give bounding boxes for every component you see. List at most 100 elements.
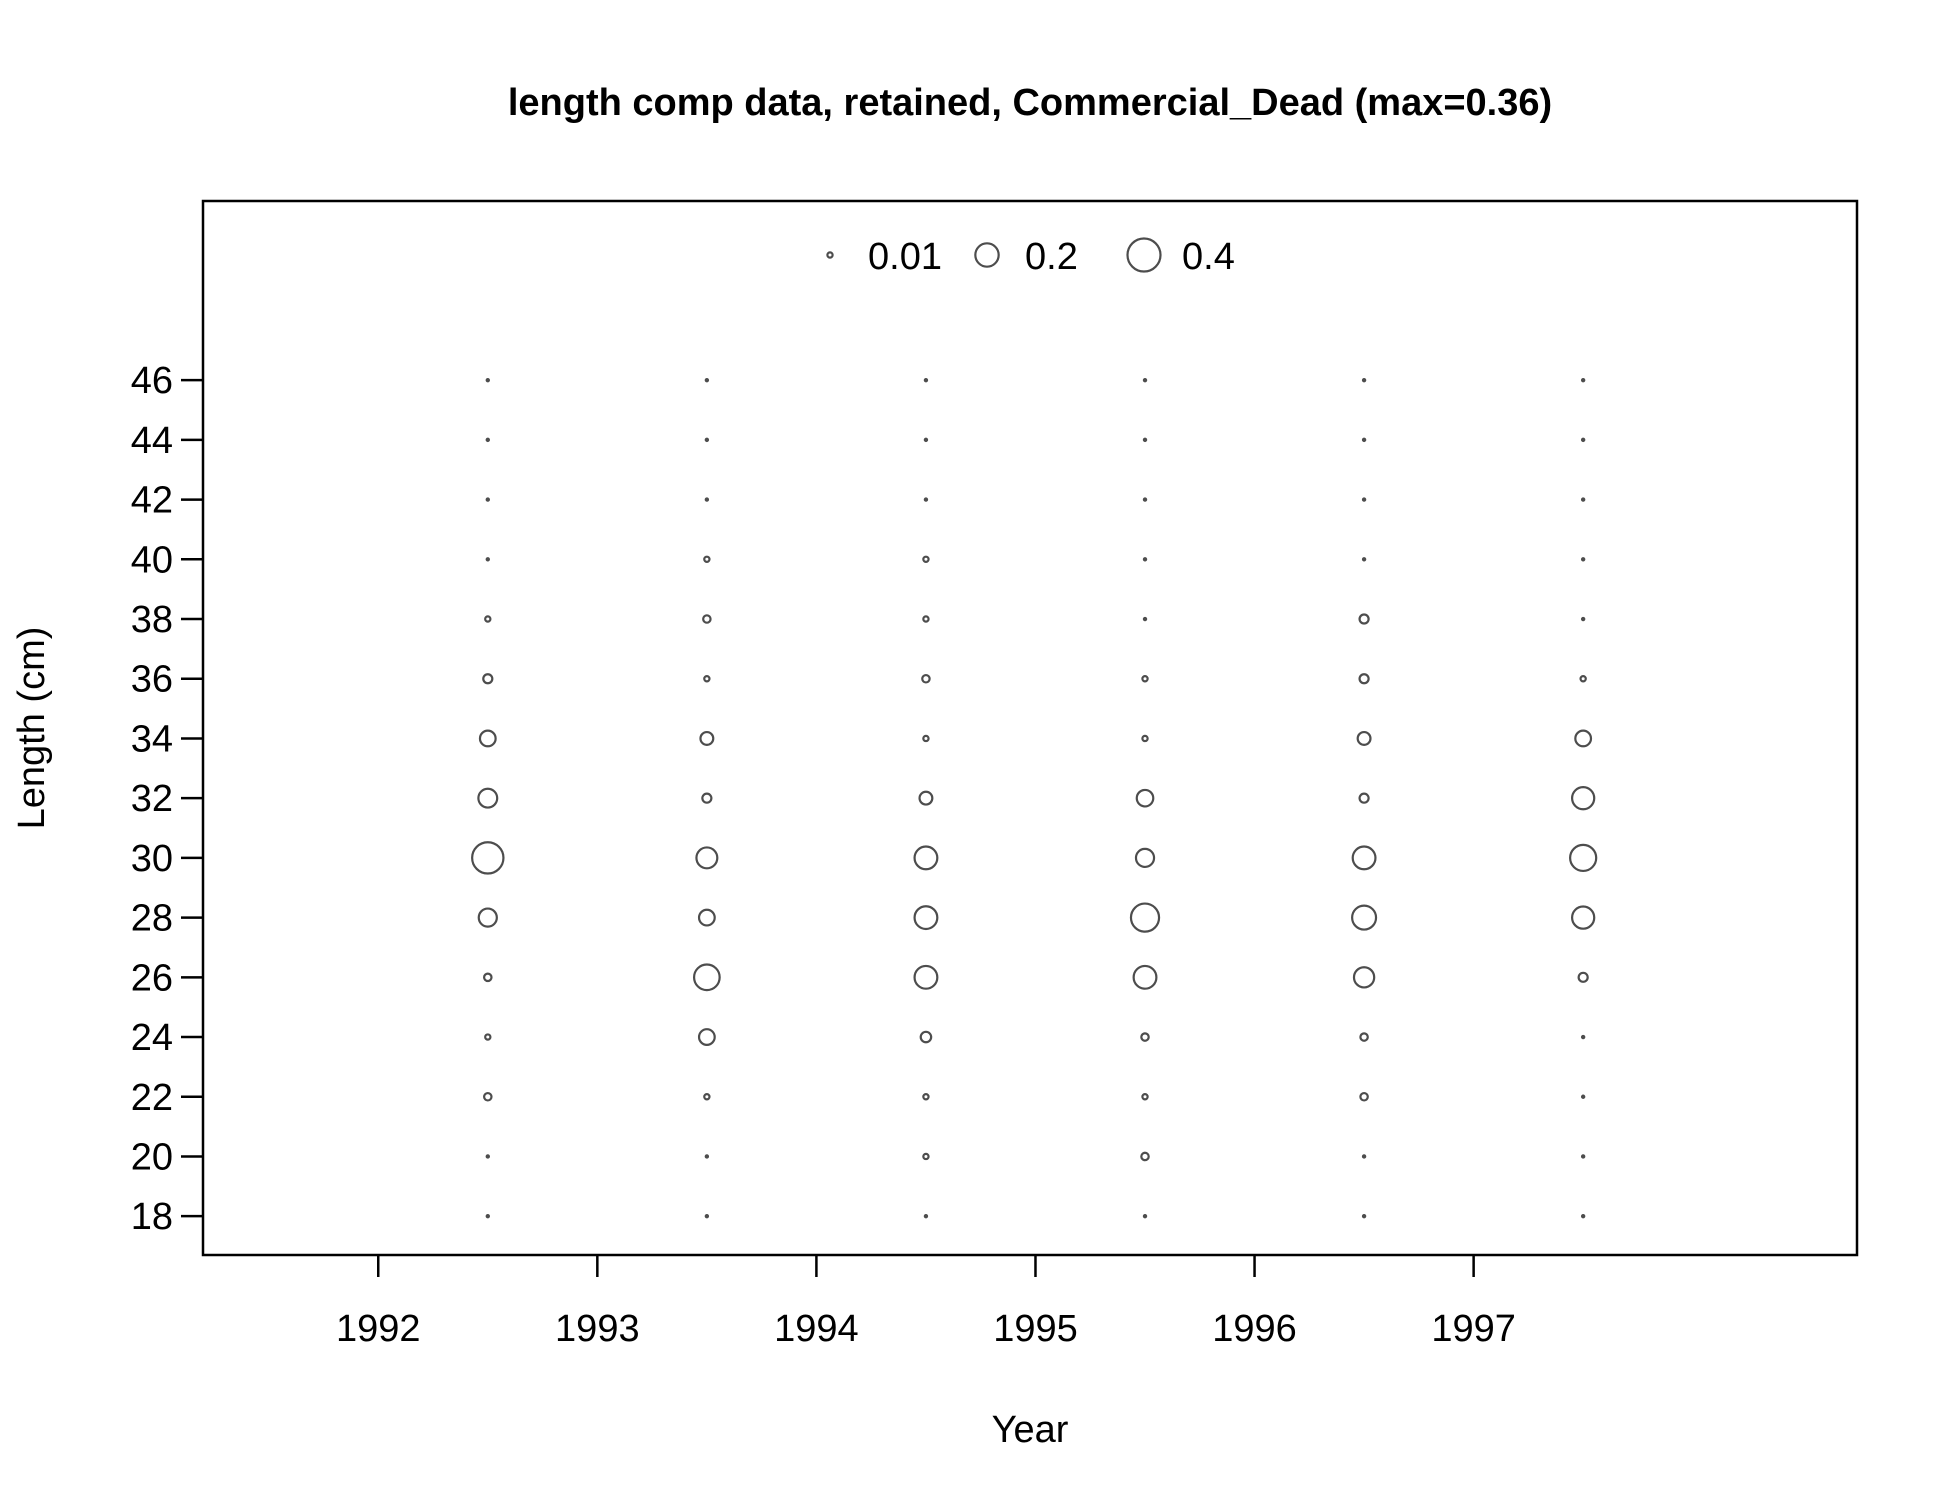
bubble-point [692,963,721,992]
bubble-point [921,673,931,684]
bubble-point [1351,845,1377,871]
bubble-point [919,1030,933,1044]
bubble-point [697,908,716,927]
bubble-point [485,1154,490,1159]
bubble-point [1134,847,1156,869]
bubble-point [923,1213,929,1219]
y-tick-label: 18 [131,1196,173,1238]
bubble-point [704,377,710,383]
legend-symbol [974,242,1000,268]
bubble-point [699,730,715,746]
bubble-point [704,1213,710,1219]
bubble-point [485,557,490,562]
bubble-point [1569,843,1598,873]
bubble-point [922,615,930,623]
y-tick-label: 24 [131,1017,173,1059]
bubble-point [1580,377,1586,383]
bubble-point [704,497,710,502]
y-tick-label: 32 [131,778,173,820]
bubble-point [1359,1091,1369,1102]
bubble-point [697,1028,716,1046]
x-axis: 1992 1993 1994 1995 1996 1997 [336,1255,1516,1350]
y-axis-label: Length (cm) [11,627,53,830]
y-tick-label: 34 [131,718,173,760]
bubble-point [483,972,493,983]
bubble-point [1135,788,1155,808]
bubble-point [485,1213,490,1219]
bubble-point [1141,734,1149,743]
bubble-point [1352,966,1376,989]
bubble-point [1580,616,1586,622]
y-tick-label: 44 [131,420,173,462]
bubble-point [482,673,494,685]
bubble-point [1359,1032,1369,1042]
bubble-point [1142,377,1148,383]
plot-frame [201,199,1859,1257]
legend: 0.01 0.2 0.4 [826,236,1235,278]
chart-title: length comp data, retained, Commercial_D… [508,82,1552,124]
bubble-point [1142,1213,1148,1219]
y-tick-label: 42 [131,480,173,522]
x-tick-label: 1993 [555,1308,640,1350]
y-tick-label: 26 [131,957,173,999]
bubble-point [477,907,498,928]
bubble-point [703,555,711,564]
bubble-point [923,377,929,383]
bubble-point [1570,905,1596,930]
bubble-point [1141,675,1149,683]
bubble-point [913,905,939,931]
bubble-point [1141,1093,1149,1101]
bubble-point [918,790,934,806]
bubble-point [701,792,713,804]
y-tick-label: 36 [131,659,173,701]
bubble-point [1132,964,1158,990]
bubble-point [471,841,505,875]
legend-label: 0.2 [1025,236,1078,278]
y-tick-label: 28 [131,898,173,940]
bubble-point [1358,673,1370,685]
bubble-point [704,1154,710,1159]
bubble-point [1580,557,1586,562]
bubble-point [485,437,490,443]
y-tick-label: 22 [131,1077,173,1119]
bubble-point [484,1033,492,1041]
x-tick-label: 1995 [993,1308,1078,1350]
bubble-point [1580,497,1586,502]
bubble-point [1570,785,1596,811]
x-tick-label: 1994 [774,1308,859,1350]
bubble-point [923,437,929,443]
bubble-point [702,614,712,624]
bubble-point [1142,616,1148,622]
bubble-point [695,846,719,870]
bubble-point [485,497,490,502]
bubble-point [1140,1151,1150,1162]
y-tick-label: 46 [131,360,173,402]
bubble-point [1142,437,1148,443]
bubble-point [1358,792,1370,804]
bubble-point [1577,971,1589,983]
bubble-point [1358,613,1370,625]
bubble-point [922,555,930,564]
legend-symbol [1126,237,1162,273]
bubble-point [923,497,929,502]
bubble-point [1579,675,1587,683]
bubble-point [484,615,492,623]
bubble-point [1361,1154,1367,1159]
bubble-point [1580,1154,1586,1159]
y-axis: 18 20 22 24 26 28 30 32 34 36 38 40 42 44 46 [131,360,203,1238]
legend-label: 0.01 [868,236,942,278]
bubble-point [1142,557,1148,562]
y-tick-label: 20 [131,1136,173,1178]
legend-label: 0.4 [1182,236,1235,278]
bubble-point [485,377,490,383]
bubble-point [1580,437,1586,443]
bubble-point [1580,1034,1586,1040]
bubble-point [1361,557,1367,562]
bubble-point [1351,904,1378,931]
bubble-point [1361,377,1367,383]
x-tick-label: 1997 [1431,1308,1516,1350]
bubbles [471,377,1598,1219]
x-tick-label: 1992 [336,1308,421,1350]
bubble-point [704,437,710,443]
